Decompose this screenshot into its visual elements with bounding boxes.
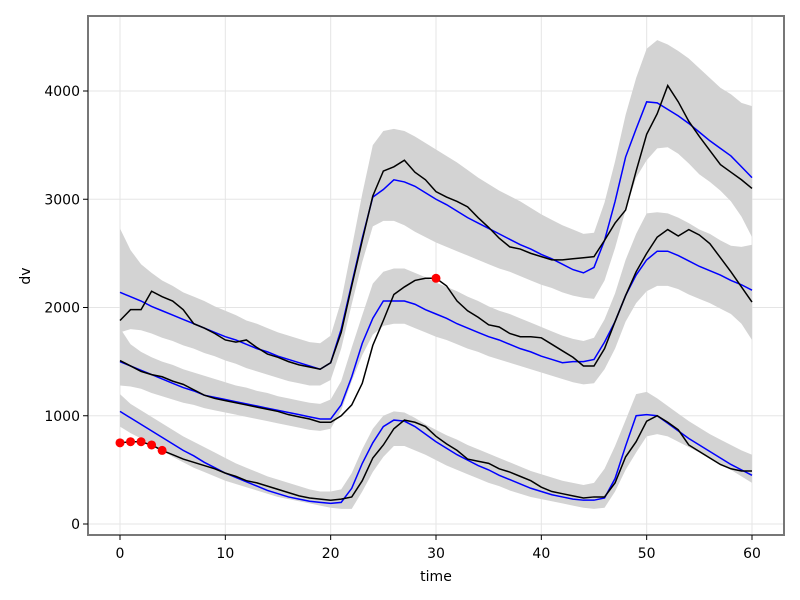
x-tick-label: 50 (638, 546, 656, 562)
y-tick-label: 2000 (44, 301, 80, 317)
y-tick-label: 0 (71, 517, 80, 533)
lower-percentile-band (120, 391, 752, 509)
observed-points (115, 273, 441, 455)
x-tick-label: 40 (532, 546, 550, 562)
observed-point (126, 437, 136, 447)
y-axis-ticks: 0 1000 2000 3000 4000 (44, 84, 88, 533)
percentile-bands (120, 40, 752, 509)
x-tick-label: 60 (743, 546, 761, 562)
x-tick-label: 20 (322, 546, 340, 562)
upper-percentile-band (120, 40, 752, 386)
observed-point (431, 273, 441, 283)
upper-percentile-median-line (119, 101, 753, 371)
x-axis-label: time (420, 569, 452, 585)
middle-percentile-median-line (119, 250, 753, 420)
middle-percentile-band (120, 212, 752, 431)
y-tick-label: 1000 (44, 409, 80, 425)
y-tick-label: 4000 (44, 84, 80, 100)
x-axis-ticks: 0 10 20 30 40 50 60 (116, 535, 761, 562)
x-tick-label: 10 (216, 546, 234, 562)
observed-point (157, 445, 167, 455)
y-axis-label: dv (18, 267, 34, 284)
lower-percentile-observed-line (119, 414, 752, 501)
x-tick-label: 30 (427, 546, 445, 562)
x-tick-label: 0 (116, 546, 125, 562)
upper-percentile-observed-line (119, 83, 753, 370)
observed-point (115, 438, 125, 448)
y-tick-label: 3000 (44, 192, 80, 208)
observed-point (147, 440, 157, 450)
observed-point (136, 437, 146, 447)
